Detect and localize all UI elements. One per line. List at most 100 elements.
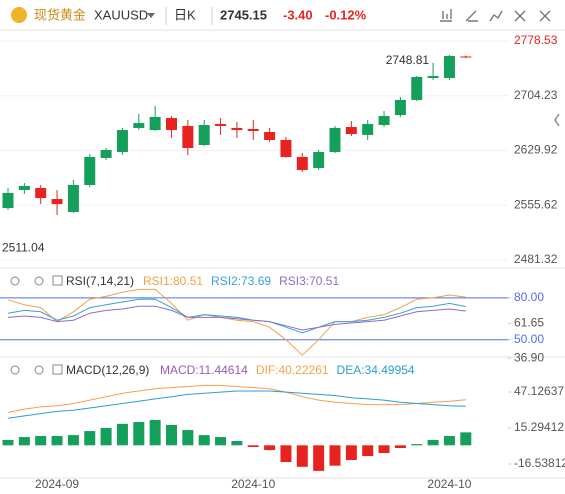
indicator-icon[interactable]: [440, 9, 452, 22]
y-tick-label: 50.00: [514, 332, 544, 346]
fullscreen-icon[interactable]: [514, 10, 526, 22]
histogram-bar: [116, 423, 128, 446]
period[interactable]: 日K: [174, 7, 196, 22]
histogram-bar: [51, 436, 63, 446]
legend-entry: RSI3:70.51: [279, 274, 339, 288]
histogram-bar: [149, 419, 161, 446]
candle-body: [84, 157, 96, 186]
histogram-bar: [2, 439, 14, 446]
candle-body: [247, 128, 259, 131]
histogram-bar: [182, 430, 194, 446]
histogram-bar: [280, 445, 292, 463]
checkbox[interactable]: [52, 275, 63, 286]
compare-icon[interactable]: [489, 10, 503, 22]
candle-body: [166, 118, 177, 131]
candle-body: [280, 139, 292, 158]
legend-entry: MACD:11.44614: [160, 363, 248, 377]
candle-body: [362, 123, 374, 135]
histogram-bar: [443, 436, 455, 446]
y-tick-label: -16.53812: [514, 456, 565, 470]
y-tick-label: 2704.23: [514, 88, 558, 102]
candle-body: [2, 192, 14, 209]
histogram-bar: [84, 431, 96, 446]
y-tick-label: 80.00: [514, 290, 544, 304]
candle-body: [133, 122, 145, 128]
histogram-bar: [166, 424, 177, 446]
candle-body: [182, 125, 194, 149]
histogram-bar: [231, 441, 243, 446]
y-tick-label: 15.29412: [514, 420, 564, 434]
legend-entry: RSI2:73.69: [211, 274, 271, 288]
candle-body: [329, 127, 341, 152]
y-tick-label: 61.65: [514, 316, 544, 330]
x-tick-label: 2024-10: [427, 477, 471, 491]
macd-line: [7, 384, 466, 413]
rsi-line: [7, 288, 466, 356]
histogram-bar: [215, 437, 227, 446]
candle-body: [51, 199, 63, 205]
legend-entry: RSI1:80.51: [143, 274, 203, 288]
legend-entry: DIF:40.22261: [256, 363, 329, 377]
low-annotation: 2511.04: [2, 240, 45, 254]
candle-body: [460, 56, 472, 58]
candle-body: [18, 185, 30, 191]
candle-body: [296, 157, 308, 170]
candle-body: [378, 116, 390, 126]
y-tick-label: 36.90: [514, 350, 544, 364]
candle-body: [411, 76, 423, 100]
candle-body: [215, 123, 227, 126]
histogram-bar: [100, 428, 112, 446]
x-tick-label: 2024-10: [231, 477, 275, 491]
candle-body: [35, 188, 47, 198]
high-annotation: 2748.81: [386, 53, 430, 67]
macd-label: MACD(12,26,9): [66, 363, 149, 377]
change: -3.40: [283, 7, 313, 22]
candle-body: [443, 55, 455, 78]
eye-icon[interactable]: [10, 365, 20, 375]
gold-icon: [11, 7, 27, 23]
y-tick-label: 2778.53: [514, 33, 558, 47]
candle-body: [198, 125, 210, 145]
histogram-bar: [133, 422, 145, 446]
histogram-bar: [198, 435, 210, 446]
macd-line: [7, 390, 466, 419]
y-tick-label: 47.12637: [514, 384, 564, 398]
settings-icon[interactable]: [34, 365, 44, 375]
close-icon[interactable]: [539, 10, 551, 22]
histogram-bar: [35, 436, 47, 446]
histogram-bar: [411, 444, 423, 446]
histogram-bar: [427, 439, 439, 446]
price: 2745.15: [220, 7, 267, 22]
histogram-bar: [394, 445, 406, 449]
histogram-bar: [378, 445, 390, 454]
candle-body: [149, 116, 161, 131]
eye-icon[interactable]: [10, 276, 20, 286]
collapse-icon[interactable]: [554, 113, 560, 127]
histogram-bar: [67, 435, 79, 446]
histogram-bar: [345, 445, 357, 461]
histogram-bar: [362, 445, 374, 457]
symbol[interactable]: XAUUSD: [94, 7, 148, 22]
candle-body: [427, 76, 439, 78]
rsi-line: [7, 298, 466, 334]
candle-body: [394, 99, 406, 115]
draw-icon[interactable]: [465, 10, 478, 22]
settings-icon[interactable]: [34, 276, 44, 286]
candle-body: [67, 185, 79, 212]
candle-body: [313, 151, 325, 168]
y-tick-label: 2629.92: [514, 143, 558, 157]
rsi-line: [7, 305, 466, 331]
histogram-bar: [313, 445, 325, 471]
toolbar: [440, 9, 551, 22]
x-tick-label: 2024-09: [35, 477, 79, 491]
y-tick-label: 2555.62: [514, 197, 558, 211]
checkbox[interactable]: [52, 364, 63, 375]
histogram-bar: [264, 445, 276, 451]
dropdown-icon[interactable]: [147, 13, 155, 18]
legend-entry: DEA:34.49954: [337, 363, 415, 377]
histogram-bar: [296, 445, 308, 467]
rsi-label: RSI(7,14,21): [66, 274, 134, 288]
histogram-bar: [460, 432, 472, 446]
